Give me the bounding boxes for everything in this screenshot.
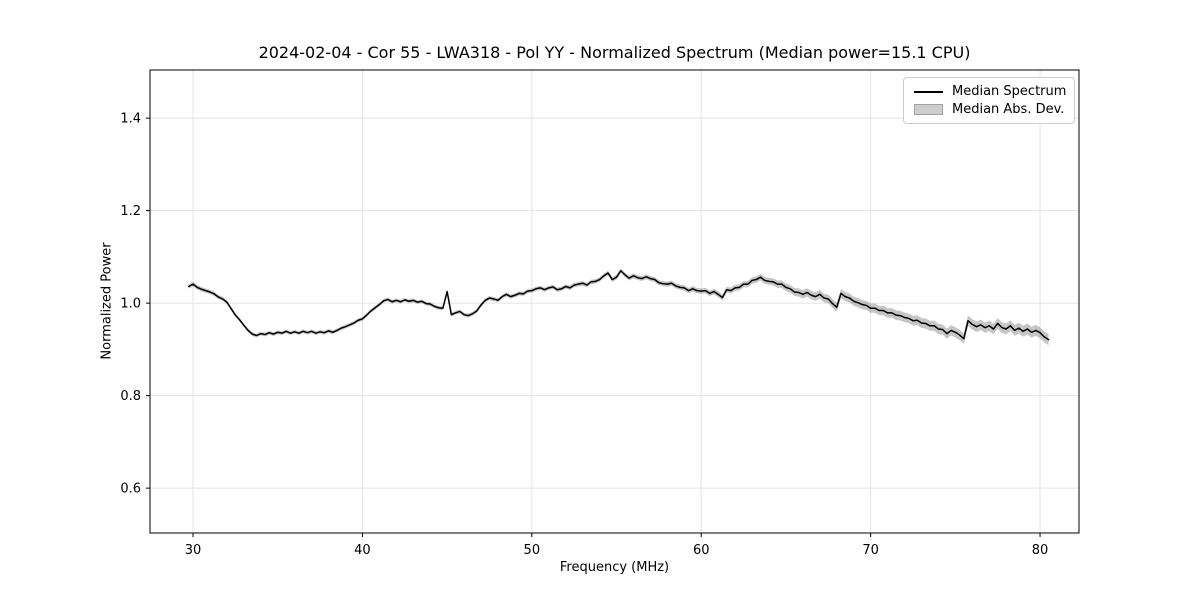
axes-spines — [149, 69, 1080, 534]
legend-label-median-spectrum: Median Spectrum — [952, 84, 1067, 99]
legend-line-swatch — [914, 90, 943, 93]
y-tick-label: 1.2 — [120, 204, 141, 219]
mad-band — [188, 268, 1049, 346]
x-tick-label: 30 — [185, 543, 202, 558]
y-tick-label: 1.4 — [120, 112, 141, 127]
x-tick-label: 70 — [862, 543, 879, 558]
legend-patch-swatch — [914, 104, 943, 115]
y-tick-label: 1.0 — [120, 297, 141, 312]
legend-label-median-abs-dev: Median Abs. Dev. — [952, 102, 1065, 117]
median-spectrum-line — [188, 269, 1050, 341]
legend-entry-median-spectrum: Median Spectrum — [914, 84, 1066, 99]
x-tick-label: 40 — [354, 543, 371, 558]
y-tick-label: 0.6 — [120, 482, 141, 497]
chart-title: 2024-02-04 - Cor 55 - LWA318 - Pol YY - … — [258, 43, 971, 62]
legend: Median Spectrum Median Abs. Dev. — [903, 77, 1075, 124]
x-tick-label: 60 — [693, 543, 710, 558]
x-axis-label: Frequency (MHz) — [559, 560, 670, 575]
y-axis-label: Normalized Power — [99, 242, 115, 360]
x-tick-label: 80 — [1032, 543, 1049, 558]
y-tick-label: 0.8 — [120, 389, 141, 404]
x-tick-label: 50 — [524, 543, 541, 558]
legend-entry-median-abs-dev: Median Abs. Dev. — [914, 102, 1066, 117]
